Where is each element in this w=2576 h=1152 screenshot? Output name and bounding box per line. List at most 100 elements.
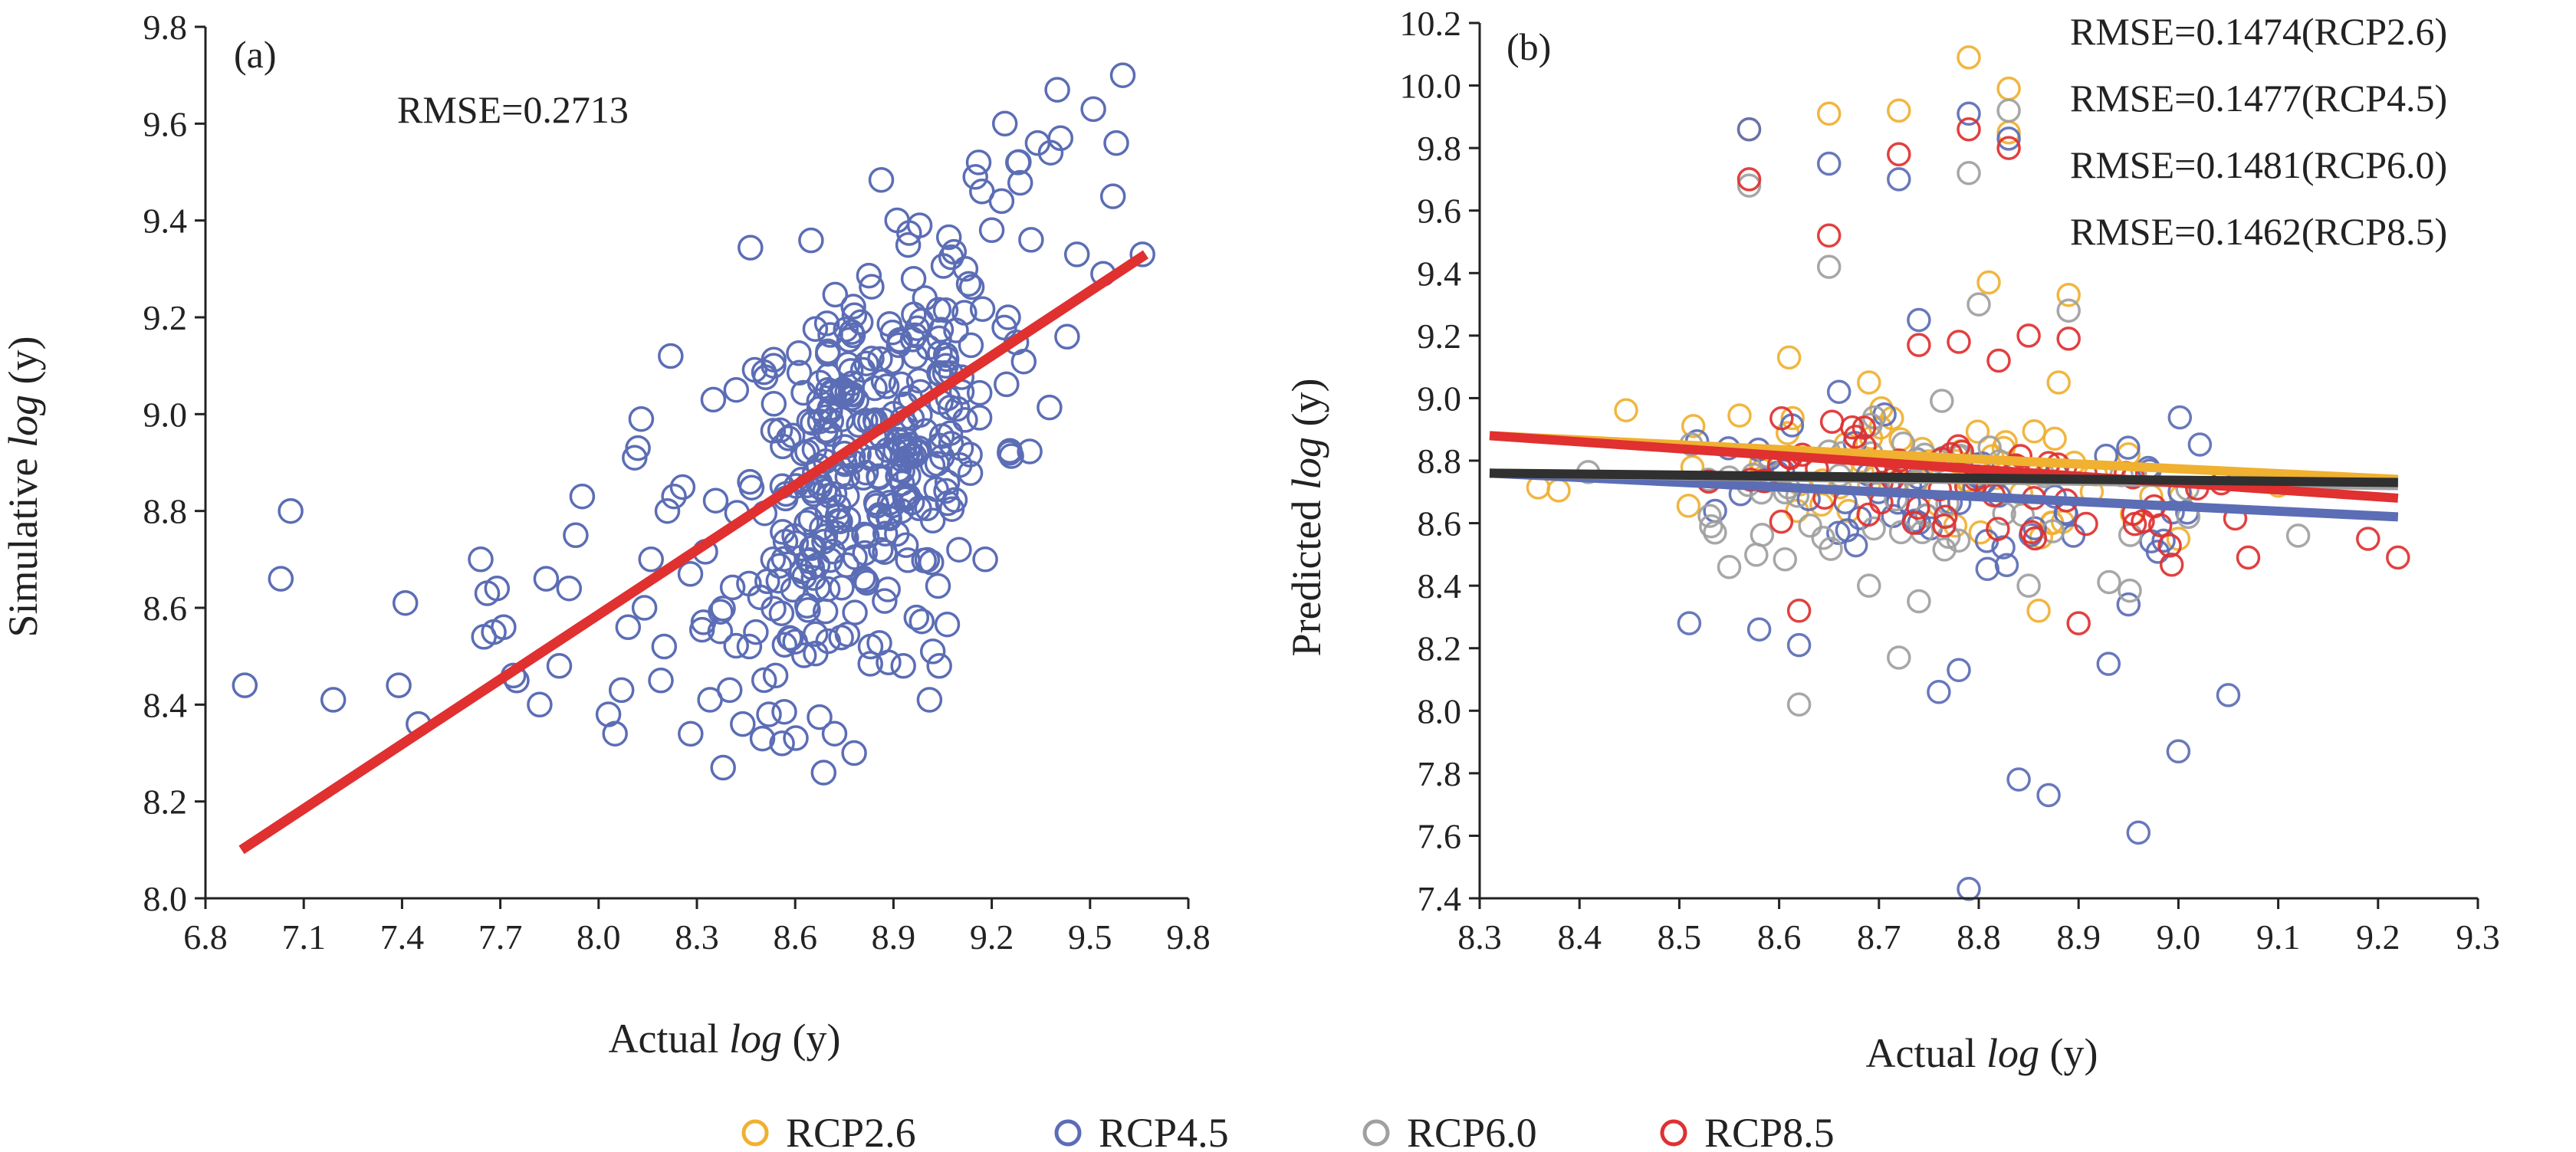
panel-a-point	[988, 188, 1015, 215]
panel-a-point	[786, 359, 813, 386]
legend-label-rcp85: RCP8.5	[1704, 1110, 1835, 1152]
panel-b-point-series-0	[1816, 101, 1842, 126]
panel-a-point	[946, 537, 972, 563]
panel-a-point	[811, 528, 837, 555]
panel-a-point	[769, 730, 795, 757]
panel-a-x-tick-label: 7.4	[380, 917, 425, 957]
panel-a-y-title-prefix: Simulative	[0, 448, 46, 637]
panel-b-y-tick-label: 7.4	[1418, 879, 1462, 918]
panel-a-point	[710, 596, 736, 622]
panel-b-point-series-2	[1798, 514, 1822, 538]
panel-a-point	[392, 589, 419, 616]
panel-a-point	[1018, 227, 1044, 253]
panel-a-point	[890, 653, 916, 679]
panel-a-y-tick-label: 8.4	[143, 685, 188, 724]
panel-b-y-tick-label: 8.2	[1418, 629, 1462, 668]
panel-a-point	[628, 405, 655, 432]
panel-b-point-series-1	[1957, 877, 1981, 901]
panel-b-points	[1526, 45, 2410, 901]
panel-a-y-tick-label: 8.8	[143, 492, 188, 531]
panel-a-point	[527, 691, 553, 718]
panel-b-x-axis-title: Actual log (y)	[1866, 1030, 2098, 1076]
panel-b-y-tick-label: 9.8	[1418, 129, 1462, 168]
panel-a-point	[648, 668, 674, 694]
panel-b-point-series-0	[1676, 494, 1701, 518]
panel-b-point-series-3	[2022, 526, 2048, 551]
panel-b-point-series-2	[2097, 569, 2121, 595]
panel-b-point-series-2	[1907, 589, 1931, 614]
panel-b-point-series-3	[1957, 117, 1981, 142]
panel-a-fit-line	[238, 250, 1149, 855]
panel-b-y-title-log: log	[1283, 437, 1329, 490]
panel-a-y-title-suffix: (y)	[0, 336, 46, 395]
panel-a-point	[947, 451, 973, 478]
panel-a-point	[700, 386, 727, 413]
panel-a-point	[815, 338, 841, 365]
panel-b-point-series-2	[1967, 292, 1991, 317]
panel-a-point	[948, 364, 975, 390]
panel-b-point-series-1	[1927, 680, 1951, 704]
panel-b-point-series-1	[2006, 767, 2031, 792]
panel-b-point-series-1	[1994, 553, 2019, 577]
panel-a-point	[840, 294, 866, 320]
panel-a-point	[1080, 96, 1106, 123]
panel-b-point-series-2	[1930, 389, 1954, 413]
panel-a-point	[925, 573, 951, 599]
panel-a-y-axis-title: Simulative log (y)	[0, 336, 46, 638]
panel-b-y-tick-label: 8.8	[1418, 441, 1462, 481]
panel-a-fit-line-group	[238, 250, 1149, 855]
panel-a-axes: 6.8 7.1 7.4 7.7 8.0 8.3 8.6 8.9 9.2 9.5 9.8 8.0 8.2 8…	[143, 8, 1211, 957]
panel-b-rmse-rcp45: RMSE=0.1477(RCP4.5)	[2070, 77, 2447, 120]
panel-b-point-series-1	[2096, 651, 2121, 676]
panel-a-point	[631, 595, 658, 621]
legend-label-rcp45: RCP4.5	[1099, 1110, 1229, 1152]
panel-a-point	[943, 317, 969, 343]
panel-a-point	[761, 596, 787, 622]
panel-a-point	[934, 469, 961, 495]
panel-a-x-tick-label: 8.3	[675, 917, 719, 957]
panel-a-point	[702, 487, 729, 514]
panel-a-x-tick-label: 9.8	[1166, 917, 1211, 957]
panel-a-scatter-plot: 6.8 7.1 7.4 7.7 8.0 8.3 8.6 8.9 9.2 9.5 9.8 8.0 8.2 8…	[0, 8, 1211, 1062]
panel-b-point-series-0	[1727, 403, 1752, 428]
panel-a-point	[965, 149, 992, 176]
panel-b-point-series-2	[1773, 546, 1798, 572]
panel-b-point-series-3	[2016, 323, 2041, 348]
panel-b-point-series-2	[1750, 523, 1775, 547]
panel-b-point-series-2	[2118, 578, 2142, 603]
panel-a-point	[806, 388, 833, 415]
panel-a-point	[872, 520, 899, 547]
panel-a-point	[857, 651, 883, 677]
panel-b-point-series-3	[1769, 509, 1794, 534]
panel-a-point	[1007, 169, 1033, 196]
panel-b-x-title-log: log	[1986, 1030, 2039, 1076]
panel-a-point	[958, 274, 985, 300]
panel-b-point-series-3	[2122, 511, 2147, 537]
panel-a-point	[677, 561, 704, 587]
panel-a-point	[767, 417, 794, 444]
panel-a-point	[468, 546, 494, 573]
panel-b-point-series-3	[1996, 136, 2021, 160]
panel-b-point-series-3	[1769, 405, 1794, 431]
panel-b-point-series-0	[2056, 283, 2081, 307]
panel-a-point	[895, 231, 922, 258]
panel-b-point-series-1	[1703, 498, 1727, 523]
panel-a-point	[919, 638, 946, 665]
panel-b-point-series-3	[1986, 348, 2011, 373]
panel-b-fit-lines	[1489, 431, 2399, 522]
legend-item-rcp45: RCP4.5	[1054, 1110, 1229, 1152]
panel-a-point	[902, 343, 928, 369]
panel-a-point	[929, 444, 955, 471]
panel-b-point-series-0	[1957, 45, 1981, 70]
panel-a-point	[813, 310, 840, 336]
panel-a-point	[972, 546, 998, 573]
panel-b-point-series-1	[2166, 739, 2191, 764]
panel-a-point	[798, 535, 825, 561]
panel-a-y-tick-label: 8.6	[143, 589, 188, 628]
panel-b-x-tick-label: 8.3	[1457, 917, 1502, 957]
panel-b-y-tick-label: 9.2	[1418, 317, 1462, 356]
panel-b-point-series-0	[1614, 398, 1638, 423]
panel-a-point	[1109, 62, 1136, 88]
panel-a-point	[1103, 130, 1129, 156]
panel-b-point-series-1	[1887, 167, 1911, 192]
